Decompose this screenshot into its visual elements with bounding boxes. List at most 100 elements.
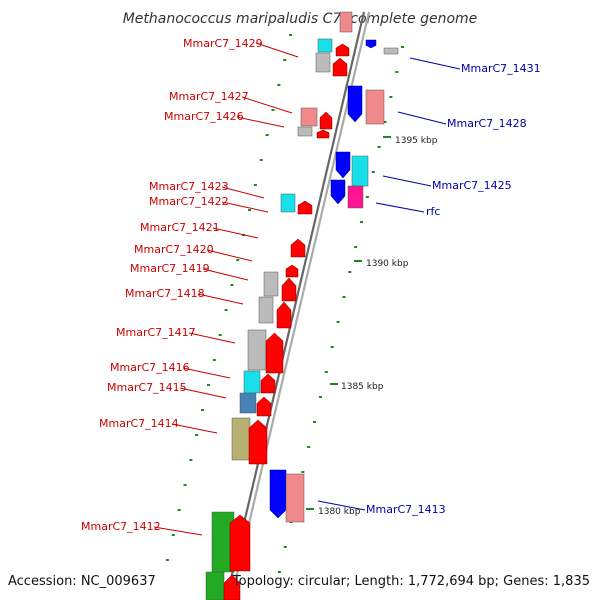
gene-feature (315, 52, 331, 73)
label-connector (221, 201, 269, 213)
scale-label-1385: 1385 kbp (341, 382, 384, 392)
label-connector (197, 293, 244, 305)
gene-label-mmarc7-1413[interactable]: MmarC7_1413 (366, 503, 446, 516)
label-connector (241, 96, 293, 114)
gene-block (263, 271, 279, 297)
gene-block (239, 392, 257, 414)
gene-arrow (229, 514, 251, 572)
gene-label-rfc[interactable]: rfc (426, 205, 440, 218)
gene-feature (258, 296, 274, 324)
gene-feature (248, 419, 268, 465)
genome-backbone (224, 11, 371, 600)
gene-feature (280, 193, 296, 213)
gene-feature (351, 155, 369, 187)
gene-label-mmarc7-1428[interactable]: MmarC7_1428 (447, 117, 527, 130)
gene-arrow (248, 419, 268, 465)
gene-arrow (347, 85, 363, 123)
gene-label-mmarc7-1419[interactable]: MmarC7_1419 (130, 262, 210, 275)
gene-feature (316, 129, 330, 139)
label-connector (171, 423, 218, 434)
accession-text: Accession: NC_009637 (8, 574, 156, 589)
gene-arrow (265, 332, 284, 374)
label-connector (409, 57, 461, 70)
gene-feature (269, 469, 287, 519)
label-connector (188, 332, 236, 344)
gene-label-mmarc7-1422[interactable]: MmarC7_1422 (149, 195, 229, 208)
gene-label-mmarc7-1418[interactable]: MmarC7_1418 (125, 287, 205, 300)
gene-label-mmarc7-1421[interactable]: MmarC7_1421 (140, 221, 220, 234)
gene-arrow (297, 200, 313, 215)
gene-arrow (276, 301, 292, 329)
gene-label-mmarc7-1417[interactable]: MmarC7_1417 (116, 326, 196, 339)
label-connectors (153, 42, 461, 536)
label-connector (212, 227, 259, 239)
scale-label-1395: 1395 kbp (395, 136, 438, 146)
gene-block (280, 193, 296, 213)
gene-block (243, 370, 261, 394)
gene-label-mmarc7-1426[interactable]: MmarC7_1426 (164, 110, 244, 123)
label-connector (317, 500, 366, 511)
label-connector (202, 268, 249, 281)
gene-block (365, 89, 385, 125)
gene-block (205, 571, 225, 600)
gene-feature (347, 185, 364, 209)
gene-feature (335, 43, 350, 57)
label-connector (179, 387, 227, 399)
label-connector (182, 367, 231, 379)
label-connector (153, 526, 203, 536)
gene-label-mmarc7-1431[interactable]: MmarC7_1431 (461, 62, 541, 75)
gene-feature (281, 277, 297, 302)
gene-feature (223, 574, 241, 600)
gene-label-mmarc7-1425[interactable]: MmarC7_1425 (432, 179, 512, 192)
scale-ticks (165, 34, 405, 573)
gene-feature (383, 47, 399, 55)
gene-arrow (223, 574, 241, 600)
gene-feature (239, 392, 257, 414)
gene-label-mmarc7-1423[interactable]: MmarC7_1423 (149, 180, 229, 193)
gene-arrow (335, 43, 350, 57)
gene-feature (319, 111, 333, 130)
gene-block (247, 329, 267, 371)
gene-feature (297, 200, 313, 215)
gene-arrow (332, 57, 348, 77)
label-connector (206, 249, 253, 262)
gene-feature (317, 38, 333, 53)
gene-arrow (290, 238, 306, 258)
gene-arrow (285, 264, 299, 278)
label-connector (382, 175, 432, 187)
gene-label-mmarc7-1412[interactable]: MmarC7_1412 (81, 520, 161, 533)
gene-feature (256, 396, 272, 417)
gene-feature (205, 571, 225, 600)
gene-arrow (281, 277, 297, 302)
gene-arrow (269, 469, 287, 519)
scale-label-1390: 1390 kbp (366, 259, 409, 269)
gene-feature (365, 39, 377, 49)
gene-block (231, 417, 251, 461)
topology-text: Topology: circular; Length: 1,772,694 bp… (232, 574, 590, 589)
gene-block (285, 473, 305, 523)
gene-feature (339, 11, 353, 33)
label-connector (236, 116, 285, 128)
label-connector (221, 186, 265, 199)
gene-feature (290, 238, 306, 258)
gene-feature (243, 370, 261, 394)
gene-label-mmarc7-1414[interactable]: MmarC7_1414 (99, 417, 179, 430)
label-connector (397, 111, 447, 125)
gene-label-mmarc7-1427[interactable]: MmarC7_1427 (169, 90, 249, 103)
gene-feature (276, 301, 292, 329)
gene-label-mmarc7-1416[interactable]: MmarC7_1416 (110, 361, 190, 374)
gene-arrow (335, 151, 351, 179)
gene-block (300, 107, 318, 127)
gene-block (297, 126, 313, 137)
gene-label-mmarc7-1415[interactable]: MmarC7_1415 (107, 381, 187, 394)
gene-feature (263, 271, 279, 297)
gene-feature (247, 329, 267, 371)
gene-feature (330, 179, 346, 205)
gene-feature (365, 89, 385, 125)
gene-block (339, 11, 353, 33)
gene-feature (231, 417, 251, 461)
gene-label-mmarc7-1420[interactable]: MmarC7_1420 (134, 243, 214, 256)
gene-arrow (256, 396, 272, 417)
gene-label-mmarc7-1429[interactable]: MmarC7_1429 (183, 37, 263, 50)
